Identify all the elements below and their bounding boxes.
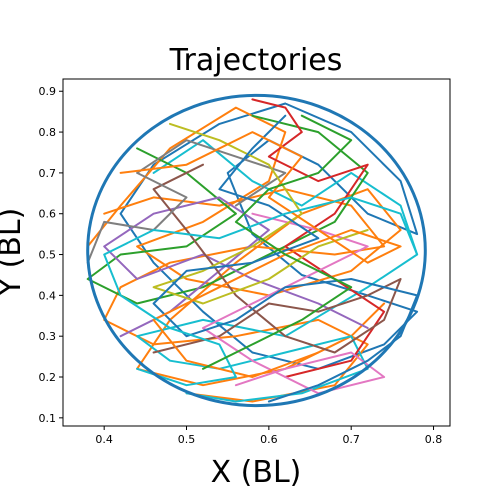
y-axis-label: Y (BL) (0, 208, 28, 298)
x-tick-label: 0.5 (178, 433, 196, 446)
y-tick-label: 0.6 (39, 208, 57, 221)
y-tick-label: 0.1 (39, 412, 57, 425)
trajectory-line-5 (86, 114, 369, 305)
trajectory-line-11 (152, 122, 369, 305)
trajectory-line-10 (86, 139, 287, 264)
trajectory-line-14 (103, 196, 419, 387)
plot-border (62, 78, 451, 427)
plot-background (63, 79, 450, 426)
y-tick-label: 0.7 (39, 167, 57, 180)
series-layer (86, 93, 427, 408)
x-axis-label: X (BL) (211, 455, 302, 490)
trajectory-line-15 (202, 114, 353, 370)
trajectory-line-7 (103, 196, 369, 338)
chart-title: Trajectories (169, 43, 343, 78)
y-tick-label: 0.2 (39, 371, 57, 384)
y-tick-label: 0.3 (39, 330, 57, 343)
y-axis: 0.1 0.2 0.3 0.4 0.5 0.6 0.7 0.8 0.9 (39, 85, 63, 425)
y-tick-label: 0.8 (39, 126, 57, 139)
trajectory-line-6 (251, 98, 386, 378)
x-tick-label: 0.8 (425, 433, 443, 446)
y-tick-label: 0.9 (39, 85, 57, 98)
arena-boundary (86, 93, 427, 408)
trajectory-line-8 (152, 163, 402, 354)
trajectory-line-9 (202, 212, 386, 395)
plot-area (62, 78, 451, 427)
trajectory-line-13 (119, 131, 402, 378)
x-axis: 0.4 0.5 0.6 0.7 0.8 (95, 426, 442, 446)
x-tick-label: 0.7 (342, 433, 360, 446)
y-tick-label: 0.5 (39, 249, 57, 262)
x-tick-label: 0.6 (260, 433, 278, 446)
y-tick-label: 0.4 (39, 289, 57, 302)
x-tick-label: 0.4 (95, 433, 113, 446)
